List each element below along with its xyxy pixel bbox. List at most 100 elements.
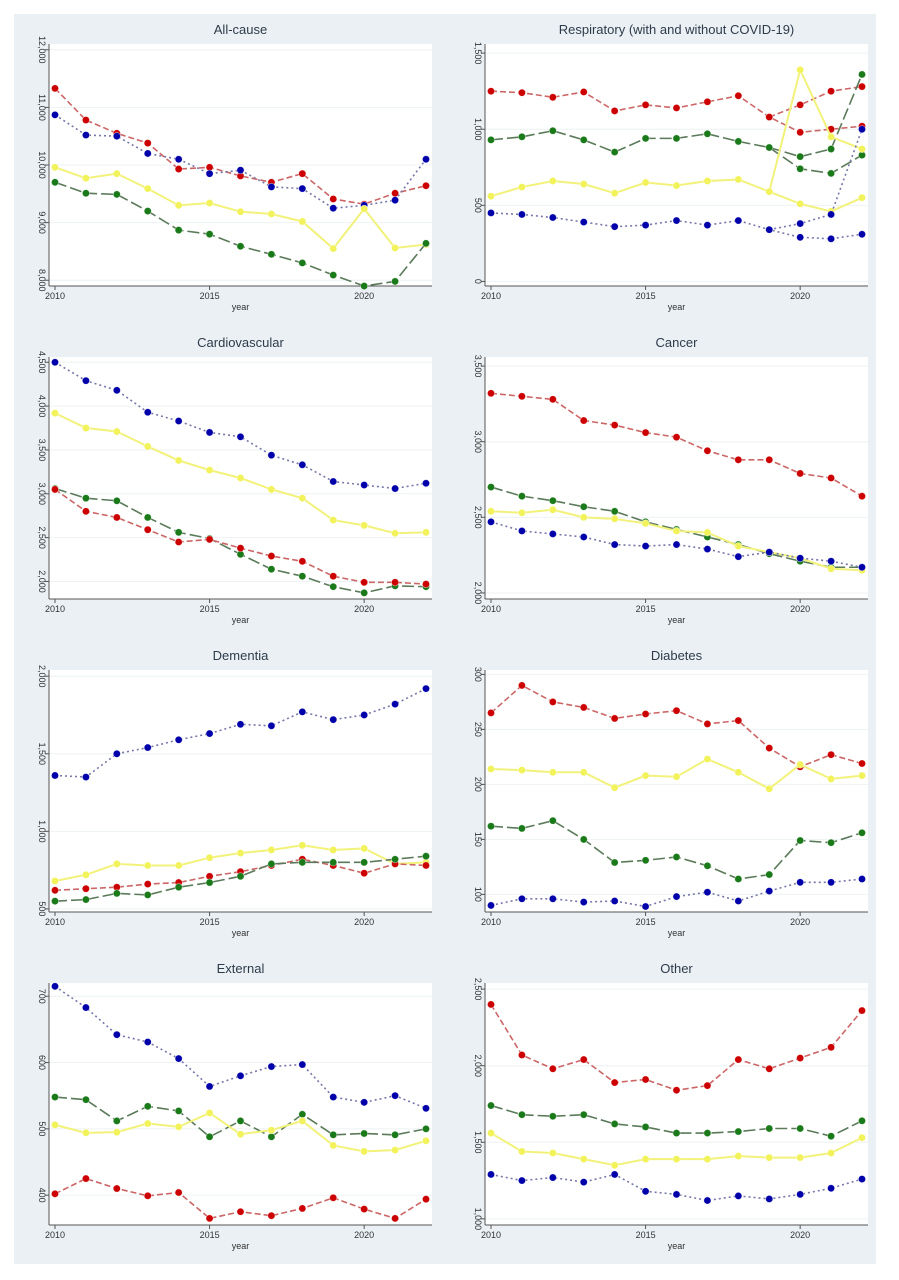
y-tick-label: 3,500 [473,355,483,378]
data-point [703,755,712,763]
data-point [827,474,835,482]
data-point [796,1054,805,1062]
data-point [579,768,588,777]
data-point [579,1178,588,1187]
series-red [51,485,430,588]
series-red [487,681,866,771]
data-point [672,1155,681,1164]
data-point [796,233,805,242]
data-point [672,853,681,861]
data-point [174,1122,183,1131]
data-point [518,1176,526,1185]
data-point [267,721,276,730]
x-tick-label: 2010 [481,291,501,301]
data-point [487,517,495,526]
data-point [143,1038,152,1046]
data-point [422,1195,430,1204]
data-point [765,784,774,793]
data-point [518,681,526,690]
data-point [143,139,152,148]
data-point [391,277,399,286]
data-point [548,1149,557,1157]
chart-title: Other [660,961,693,976]
y-tick-label: 10,000 [37,151,47,179]
data-point [205,1214,214,1223]
data-point [143,525,152,534]
data-point [672,433,681,442]
data-point [360,588,369,597]
data-point [548,213,557,222]
y-tick-label: 11,000 [37,94,47,121]
data-point [610,714,619,723]
x-tick-label: 2010 [45,604,65,614]
data-point [267,1132,276,1141]
data-point [487,209,495,217]
data-point [329,477,338,486]
y-tick-label: 2,500 [37,526,47,549]
data-point [487,1101,495,1110]
series-blue [51,982,430,1113]
data-point [518,492,526,501]
data-point [672,216,681,225]
y-tick-label: 1,000 [473,118,483,141]
data-point [487,822,495,831]
data-point [796,100,805,109]
data-point [548,816,557,825]
data-point [82,1128,90,1137]
data-point [82,376,90,385]
y-tick-label: 400 [37,1188,47,1203]
data-point [143,1102,152,1111]
series-red-with-covid-19 [765,82,866,121]
data-point [610,222,619,231]
data-point [734,137,743,146]
data-point [267,250,276,259]
data-point [329,1130,338,1139]
data-point [174,1188,183,1197]
data-point [82,189,90,198]
y-tick-label: 500 [37,1121,47,1136]
y-tick-label: 500 [37,901,47,916]
data-point [703,861,712,870]
series-green-with-covid-19 [765,70,866,161]
data-point [827,557,835,566]
data-point [360,521,369,530]
data-point [827,774,835,783]
data-point [796,554,805,563]
data-point [112,749,121,758]
data-point [827,838,835,847]
data-point [82,494,90,503]
data-point [827,878,835,887]
data-point [267,1062,276,1071]
data-point [734,1127,743,1136]
x-axis-label: year [232,615,250,625]
x-tick-label: 2010 [45,917,65,927]
x-tick-label: 2020 [790,604,810,614]
data-point [703,720,712,728]
data-point [51,409,59,418]
chart-title: Dementia [213,648,269,663]
plot-area [49,983,432,1225]
data-point [827,1184,835,1193]
data-point [236,432,245,441]
data-point [422,1104,430,1113]
data-point [579,135,588,144]
data-point [548,177,557,185]
series-yellow [487,1129,866,1170]
data-point [205,1109,214,1117]
data-point [703,97,712,106]
y-tick-label: 2,500 [473,506,483,529]
data-point [205,729,214,738]
data-point [51,1093,59,1101]
data-point [112,1117,121,1125]
data-point [112,1128,121,1137]
data-point [51,110,59,119]
data-point [267,565,276,574]
data-point [360,869,369,878]
data-point [112,513,121,522]
data-point [858,82,866,91]
chart-svg: Other 1,000 1,500 2,000 2,500 2010 2015 2020 yea… [473,961,868,1251]
data-point [298,494,307,503]
data-point [174,417,183,425]
data-point [298,707,307,716]
data-point [579,898,588,906]
